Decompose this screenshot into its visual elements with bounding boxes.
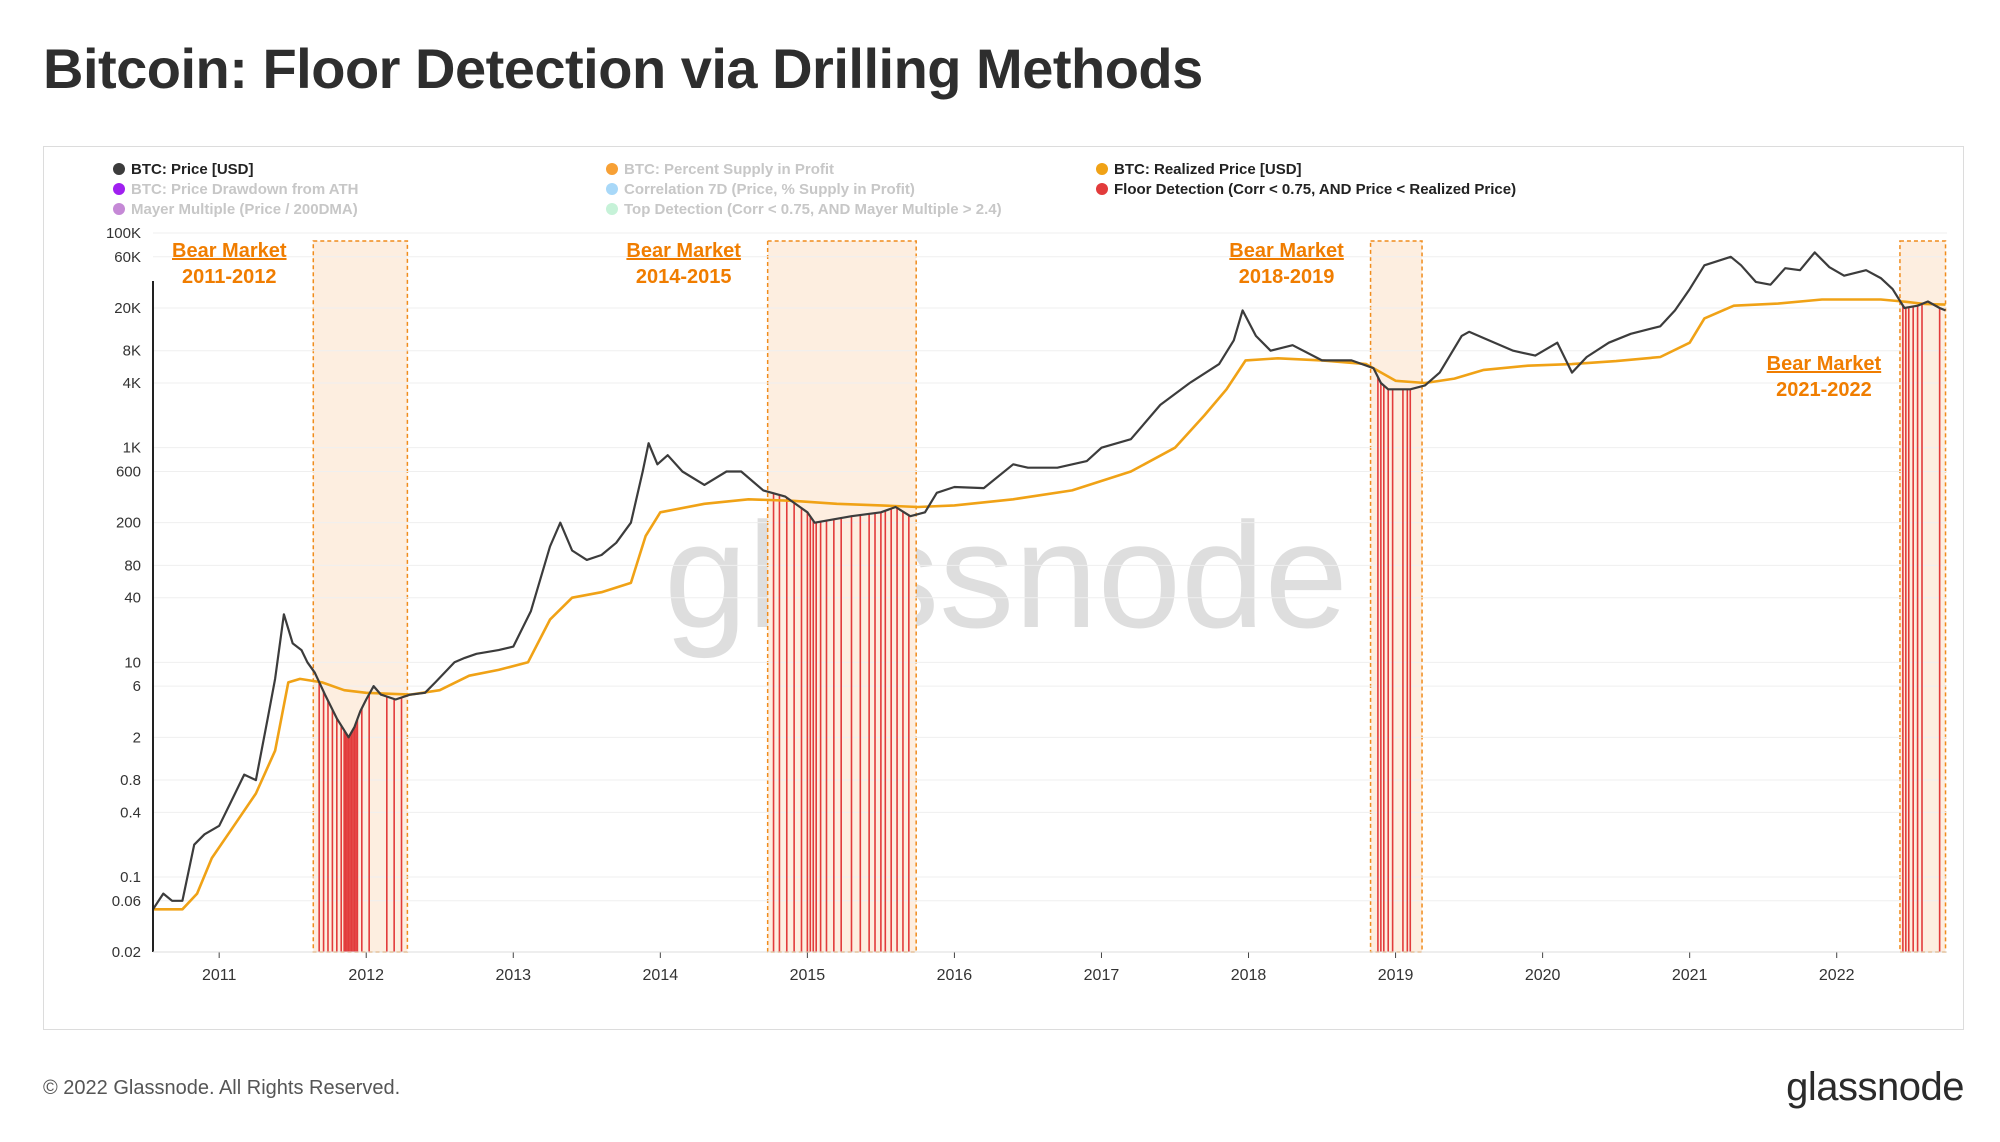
- legend-marker: [606, 203, 618, 215]
- legend-label: BTC: Price [USD]: [131, 161, 254, 178]
- legend-item[interactable]: Correlation 7D (Price, % Supply in Profi…: [606, 181, 915, 198]
- y-tick-label: 80: [124, 557, 141, 574]
- x-tick-label: 2016: [937, 967, 973, 984]
- legend-label: BTC: Price Drawdown from ATH: [131, 181, 359, 198]
- y-tick-label: 0.02: [112, 944, 141, 961]
- legend-marker: [1096, 183, 1108, 195]
- y-tick-label: 6: [133, 678, 141, 695]
- series-lines: [152, 251, 1946, 911]
- legend-item[interactable]: BTC: Percent Supply in Profit: [606, 161, 834, 178]
- bear-market-labels: Bear Market 2011-2012 Bear Market 2014-2015…: [172, 240, 1882, 401]
- floor-detection-markers: [318, 303, 1941, 952]
- legend-item[interactable]: BTC: Price [USD]: [113, 161, 254, 178]
- bear-market-label-years-3: 2018-2019: [1239, 266, 1335, 288]
- y-tick-label: 100K: [106, 225, 141, 242]
- grid-lines: [153, 232, 1947, 953]
- x-tick-label: 2013: [495, 967, 531, 984]
- y-tick-label: 2: [133, 729, 141, 746]
- x-tick-label: 2012: [348, 967, 384, 984]
- bear-market-label-years-2: 2014-2015: [636, 266, 732, 288]
- page-title: Bitcoin: Floor Detection via Drilling Me…: [43, 37, 1203, 100]
- y-tick-label: 60K: [114, 249, 141, 266]
- x-tick-label: 2011: [202, 967, 237, 984]
- y-tick-label: 4K: [123, 375, 141, 392]
- legend-label: BTC: Realized Price [USD]: [1114, 161, 1302, 178]
- x-tick-label: 2021: [1672, 967, 1708, 984]
- legend-marker: [1096, 163, 1108, 175]
- legend[interactable]: BTC: Price [USD] BTC: Percent Supply in P…: [113, 161, 1516, 218]
- legend-marker: [606, 163, 618, 175]
- bear-market-label-title-3: Bear Market: [1229, 240, 1344, 262]
- legend-label: Correlation 7D (Price, % Supply in Profi…: [624, 181, 915, 198]
- legend-marker: [606, 183, 618, 195]
- bear-market-label-years-1: 2011-2012: [182, 266, 277, 288]
- watermark: glassnode: [664, 491, 1348, 659]
- footer-copyright: © 2022 Glassnode. All Rights Reserved.: [43, 1077, 401, 1099]
- legend-item[interactable]: BTC: Realized Price [USD]: [1096, 161, 1302, 178]
- x-tick-label: 2022: [1819, 967, 1855, 984]
- bear-market-label-title-1: Bear Market: [172, 240, 287, 262]
- bear-market-label-title-2: Bear Market: [626, 240, 741, 262]
- y-tick-label: 0.06: [112, 893, 141, 910]
- y-tick-label: 200: [116, 515, 141, 532]
- y-tick-label: 10: [124, 654, 141, 671]
- legend-item[interactable]: Mayer Multiple (Price / 200DMA): [113, 201, 358, 218]
- x-tick-label: 2019: [1378, 967, 1414, 984]
- legend-label: Top Detection (Corr < 0.75, AND Mayer Mu…: [624, 201, 1002, 218]
- y-tick-label: 0.1: [120, 869, 141, 886]
- y-tick-label: 0.8: [120, 772, 141, 789]
- y-tick-label: 20K: [114, 300, 141, 317]
- x-tick-label: 2015: [790, 967, 826, 984]
- legend-marker: [113, 163, 125, 175]
- x-tick-label: 2014: [643, 967, 679, 984]
- realized-price-line: [153, 298, 1946, 911]
- y-tick-label: 600: [116, 463, 141, 480]
- x-tick-label: 2018: [1231, 967, 1267, 984]
- axes: 100K 60K 20K 8K 4K 1K 600 200 80 40 10 6 2 0.8 0.4 0.1 0…: [106, 225, 1947, 984]
- legend-item[interactable]: BTC: Price Drawdown from ATH: [113, 181, 359, 198]
- y-tick-label: 1K: [123, 440, 141, 457]
- legend-item[interactable]: Top Detection (Corr < 0.75, AND Mayer Mu…: [606, 201, 1002, 218]
- legend-marker: [113, 183, 125, 195]
- legend-label: BTC: Percent Supply in Profit: [624, 161, 834, 178]
- btc-price-line: [152, 251, 1946, 910]
- y-tick-label: 40: [124, 590, 141, 607]
- chart-frame: glassnode 100K 60K 20K 8K 4K 1K 600 200 80 40 10 6 2…: [43, 146, 1964, 1030]
- bear-market-region-1: [312, 240, 409, 953]
- bear-market-label-title-4: Bear Market: [1767, 353, 1882, 375]
- x-tick-label: 2017: [1084, 967, 1120, 984]
- legend-item[interactable]: Floor Detection (Corr < 0.75, AND Price …: [1096, 181, 1516, 198]
- bear-market-region-3: [1369, 240, 1423, 953]
- x-tick-label: 2020: [1525, 967, 1561, 984]
- legend-label: Mayer Multiple (Price / 200DMA): [131, 201, 358, 218]
- bear-market-label-years-4: 2021-2022: [1776, 379, 1872, 401]
- y-tick-label: 0.4: [120, 804, 141, 821]
- chart-svg: glassnode 100K 60K 20K 8K 4K 1K 600 200 80 40 10 6 2…: [106, 161, 1947, 984]
- footer-brand-logo: glassnode: [1786, 1065, 1964, 1109]
- legend-marker: [113, 203, 125, 215]
- legend-label: Floor Detection (Corr < 0.75, AND Price …: [1114, 181, 1516, 198]
- y-tick-label: 8K: [123, 343, 141, 360]
